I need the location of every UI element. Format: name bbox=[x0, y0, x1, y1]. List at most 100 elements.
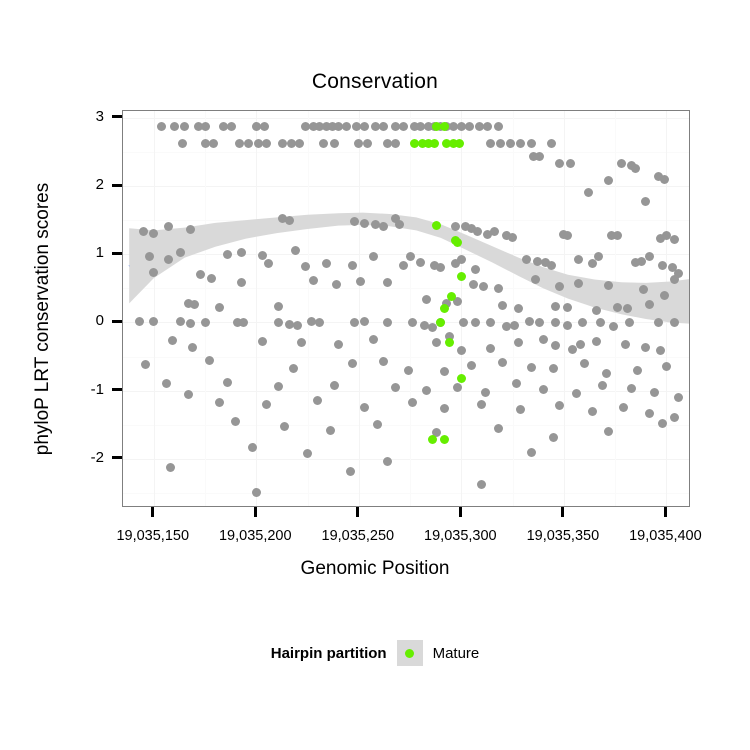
gridline-y-minor bbox=[123, 151, 689, 153]
data-point-other bbox=[641, 196, 651, 206]
data-point-mature bbox=[428, 435, 438, 445]
data-point-other bbox=[465, 121, 475, 131]
data-point-other bbox=[555, 401, 565, 411]
gridline-x-minor bbox=[205, 111, 207, 506]
data-point-other bbox=[440, 403, 450, 413]
data-point-other bbox=[444, 332, 454, 342]
data-point-mature bbox=[440, 435, 450, 445]
data-point-other bbox=[278, 138, 288, 148]
data-point-other bbox=[627, 384, 637, 394]
data-point-other bbox=[309, 275, 319, 285]
data-point-other bbox=[407, 398, 417, 408]
x-tick-mark bbox=[253, 507, 257, 517]
data-point-other bbox=[331, 279, 341, 289]
data-point-other bbox=[655, 345, 665, 355]
data-point-other bbox=[602, 369, 612, 379]
gridline-x bbox=[461, 111, 463, 506]
data-point-other bbox=[661, 231, 671, 241]
data-point-other bbox=[378, 356, 388, 366]
data-point-other bbox=[555, 159, 565, 169]
data-point-other bbox=[274, 302, 284, 312]
data-point-other bbox=[321, 259, 331, 269]
data-point-other bbox=[645, 409, 655, 419]
gridline-x bbox=[256, 111, 258, 506]
data-point-other bbox=[670, 274, 680, 284]
y-tick-label: -1 bbox=[90, 380, 104, 398]
data-point-other bbox=[639, 285, 649, 295]
data-point-other bbox=[378, 221, 388, 231]
data-point-other bbox=[329, 138, 339, 148]
data-point-other bbox=[313, 395, 323, 405]
data-point-other bbox=[321, 121, 331, 131]
data-point-other bbox=[432, 337, 442, 347]
data-point-other bbox=[403, 365, 413, 375]
data-point-other bbox=[360, 316, 370, 326]
data-point-other bbox=[588, 406, 598, 416]
data-point-other bbox=[223, 250, 233, 260]
data-point-other bbox=[360, 121, 370, 131]
data-point-mature bbox=[444, 338, 454, 348]
data-point-other bbox=[624, 317, 634, 327]
data-point-other bbox=[184, 389, 194, 399]
data-point-other bbox=[485, 138, 495, 148]
data-point-other bbox=[175, 316, 185, 326]
data-point-other bbox=[145, 252, 155, 262]
data-point-other bbox=[512, 379, 522, 389]
data-point-mature bbox=[440, 304, 450, 314]
data-point-other bbox=[452, 382, 462, 392]
data-point-other bbox=[573, 255, 583, 265]
data-point-other bbox=[134, 316, 144, 326]
data-point-other bbox=[563, 231, 573, 241]
data-point-other bbox=[214, 302, 224, 312]
data-point-other bbox=[333, 340, 343, 350]
data-point-other bbox=[516, 138, 526, 148]
data-point-other bbox=[483, 229, 493, 239]
data-point-other bbox=[659, 175, 669, 185]
data-point-other bbox=[163, 254, 173, 264]
data-point-other bbox=[604, 281, 614, 291]
data-point-other bbox=[405, 251, 415, 261]
data-point-mature bbox=[454, 138, 464, 148]
confidence-band bbox=[123, 111, 689, 506]
data-point-other bbox=[657, 418, 667, 428]
data-point-other bbox=[526, 362, 536, 372]
data-point-other bbox=[551, 341, 561, 351]
data-point-other bbox=[430, 260, 440, 270]
data-point-other bbox=[214, 398, 224, 408]
data-point-other bbox=[257, 251, 267, 261]
legend-key-mature[interactable] bbox=[396, 640, 423, 666]
data-point-other bbox=[251, 488, 261, 498]
data-point-other bbox=[415, 121, 425, 131]
data-point-other bbox=[383, 278, 393, 288]
data-point-mature bbox=[442, 138, 452, 148]
data-point-other bbox=[383, 457, 393, 467]
data-point-mature bbox=[424, 138, 434, 148]
data-point-mature bbox=[417, 138, 427, 148]
data-point-other bbox=[579, 358, 589, 368]
data-point-other bbox=[391, 383, 401, 393]
data-point-other bbox=[493, 283, 503, 293]
data-point-other bbox=[510, 321, 520, 331]
data-point-other bbox=[456, 255, 466, 265]
data-point-other bbox=[604, 176, 614, 186]
data-point-other bbox=[139, 226, 148, 236]
data-point-other bbox=[350, 317, 360, 327]
data-point-other bbox=[262, 138, 272, 148]
gridline-y bbox=[123, 322, 689, 324]
data-point-other bbox=[167, 335, 177, 345]
data-point-other bbox=[257, 337, 267, 347]
data-point-other bbox=[309, 121, 319, 131]
data-point-other bbox=[327, 121, 337, 131]
data-point-other bbox=[440, 367, 450, 377]
y-tick-mark bbox=[112, 456, 122, 460]
data-point-other bbox=[532, 257, 542, 267]
y-tick-mark bbox=[112, 115, 122, 119]
data-point-other bbox=[169, 121, 179, 131]
data-point-other bbox=[200, 121, 210, 131]
data-point-other bbox=[547, 138, 557, 148]
y-tick-label: 1 bbox=[95, 244, 104, 262]
data-point-other bbox=[264, 259, 274, 269]
gridline-y bbox=[123, 117, 689, 119]
data-point-other bbox=[290, 245, 300, 255]
